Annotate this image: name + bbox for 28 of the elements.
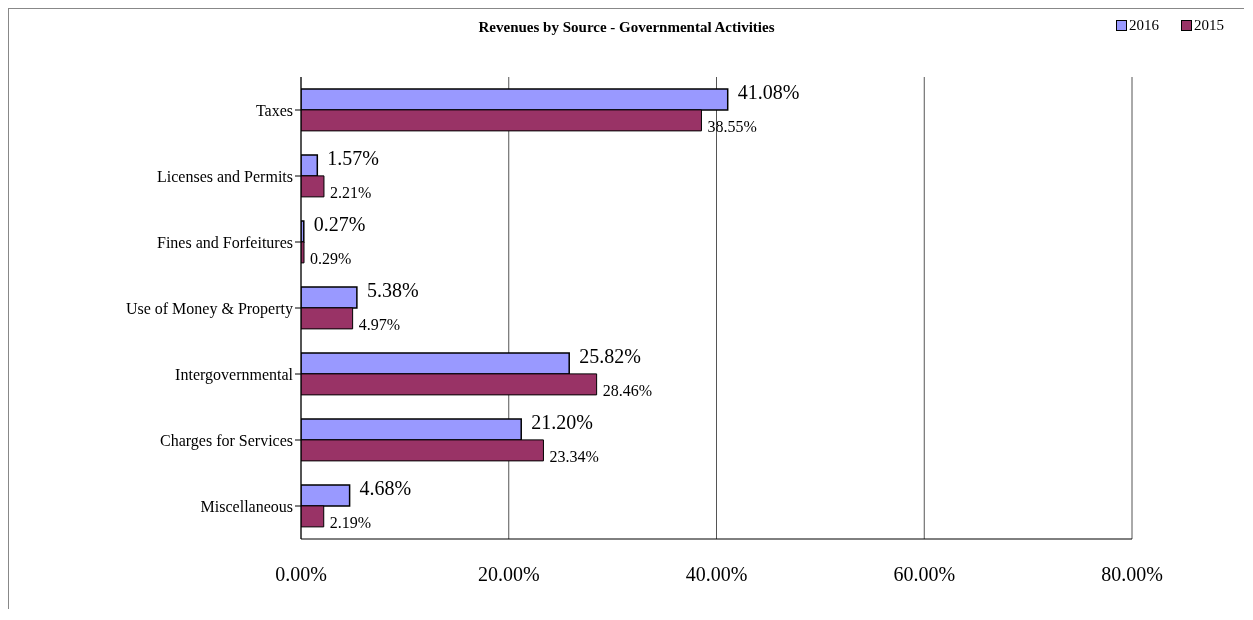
data-label: 41.08% [737, 81, 800, 104]
x-tick-label: 60.00% [893, 563, 956, 586]
data-label: 1.57% [327, 147, 379, 170]
data-label: 0.29% [310, 250, 352, 268]
data-label: 23.34% [549, 448, 599, 466]
x-tick-label: 20.00% [477, 563, 540, 586]
x-tick-label: 80.00% [1101, 563, 1163, 586]
data-label: 4.68% [359, 477, 412, 500]
data-label: 5.38% [366, 279, 419, 302]
data-label: 2.19% [329, 514, 372, 532]
data-label: 4.97% [358, 316, 400, 334]
legend-label: 2015 [1193, 17, 1224, 34]
y-tick-label: Charges for Services [160, 431, 293, 450]
legend-label: 2016 [1128, 17, 1159, 34]
data-label: 28.46% [602, 382, 652, 400]
y-tick-label: Fines and Forfeitures [157, 233, 293, 251]
data-label: 25.82% [579, 345, 641, 368]
y-tick-label: Miscellaneous [200, 497, 293, 515]
x-tick-label: 0.00% [275, 563, 327, 586]
y-tick-label: Intergovernmental [175, 365, 294, 384]
y-tick-label: Licenses and Permits [157, 167, 293, 185]
chart-title: Revenues by Source - Governmental Activities [478, 19, 775, 35]
y-tick-label: Use of Money & Property [125, 299, 293, 318]
data-label: 0.27% [313, 213, 366, 236]
x-tick-label: 40.00% [685, 563, 748, 586]
y-tick-label: Taxes [255, 101, 293, 119]
data-label: 21.20% [531, 411, 593, 434]
data-label: 2.21% [329, 184, 372, 202]
